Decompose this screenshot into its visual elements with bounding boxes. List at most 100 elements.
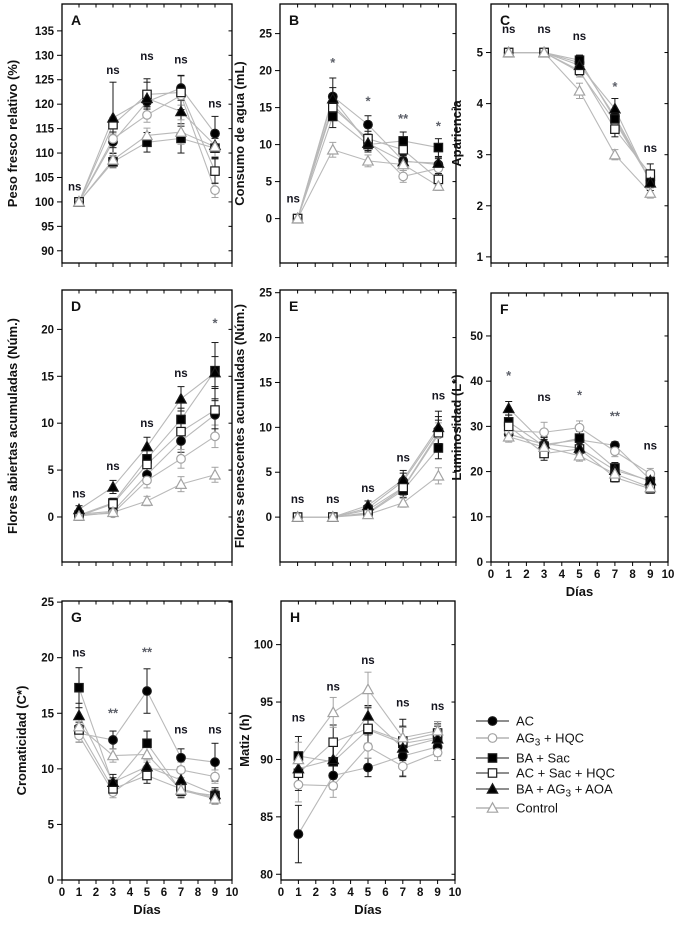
- legend-label: Control: [516, 801, 558, 816]
- significance-label: ns: [174, 724, 187, 736]
- y-tick-label: 20: [259, 66, 272, 78]
- data-point-ac-sac-hqc: [363, 723, 373, 734]
- significance-label: ns: [208, 99, 221, 111]
- data-point-control: [326, 143, 340, 155]
- data-point-control: [174, 783, 188, 795]
- data-point-control: [396, 158, 410, 170]
- significance-label: ns: [361, 655, 374, 667]
- y-tick-label: 2: [477, 201, 483, 213]
- y-tick-label: 95: [260, 697, 273, 709]
- data-point-ac-sac-hqc: [328, 102, 338, 113]
- significance-label: ns: [208, 724, 221, 736]
- data-point-control: [174, 477, 188, 489]
- x-tick-label: 7: [178, 887, 184, 899]
- y-tick-label: 5: [48, 819, 55, 831]
- data-point-ac: [108, 735, 118, 745]
- data-point-ba-sac: [398, 136, 408, 146]
- y-tick-label: 110: [35, 148, 54, 160]
- data-point-control: [291, 212, 304, 224]
- data-point-ba-ag3-aoa: [396, 741, 410, 753]
- x-tick-label: 1: [295, 887, 302, 899]
- x-tick-label: 5: [576, 569, 583, 581]
- legend-marker-ac-sac-hqc: [487, 768, 498, 778]
- data-point-control: [537, 440, 551, 452]
- data-point-ag3-hqc: [574, 422, 585, 433]
- panel-e: 0 5 10 15 20 25 Flores senescentes acumuladas …: [232, 288, 457, 566]
- y-axis-label: Apariencia: [449, 99, 464, 166]
- y-tick-label: 125: [35, 75, 55, 87]
- x-tick-label: 5: [365, 887, 372, 899]
- x-tick-label: 3: [330, 887, 336, 899]
- significance-label: ns: [573, 31, 586, 43]
- data-point-ac: [363, 762, 373, 773]
- x-tick-label: 4: [347, 887, 354, 899]
- x-axis-label: Días: [354, 902, 381, 917]
- data-point-ba-ag3-aoa: [174, 392, 188, 404]
- significance-label: ns: [502, 24, 515, 36]
- series-control: [291, 469, 445, 522]
- y-tick-label: 15: [259, 103, 272, 115]
- data-point-ba-ag3-aoa: [208, 366, 222, 378]
- data-point-ag3-hqc: [176, 765, 186, 775]
- y-tick-label: 20: [259, 333, 272, 345]
- data-point-ac-sac-hqc: [210, 405, 220, 415]
- data-point-ba-sac: [574, 433, 585, 443]
- y-tick-label: 130: [35, 50, 54, 62]
- data-point-ag3-hqc: [539, 427, 549, 438]
- significance-label: ns: [140, 51, 153, 63]
- data-point-ba-ag3-aoa: [72, 709, 86, 721]
- data-point-ac: [397, 751, 408, 761]
- data-point-ba-ag3-aoa: [361, 136, 375, 148]
- legend-marker-ba-sac: [487, 753, 498, 763]
- data-point-control: [140, 747, 154, 760]
- data-point-ba-ag3-aoa: [140, 91, 154, 104]
- data-point-control: [140, 129, 154, 141]
- data-point-ba-ag3-aoa: [432, 420, 445, 433]
- data-point-ba-ag3-aoa: [608, 102, 622, 114]
- significance-label: *: [506, 368, 512, 383]
- x-tick-label: 9: [212, 887, 218, 899]
- plot-frame: [490, 3, 669, 264]
- data-point-ac: [142, 686, 152, 696]
- y-tick-label: 20: [470, 467, 483, 479]
- data-point-ba-ag3-aoa: [396, 472, 410, 485]
- y-tick-label: 0: [48, 512, 54, 524]
- significance-label: ns: [174, 368, 187, 380]
- x-tick-label: 0: [488, 569, 494, 581]
- data-point-control: [432, 469, 445, 481]
- panel-letter: A: [71, 12, 81, 28]
- significance-label: ns: [72, 648, 85, 660]
- significance-label: ns: [68, 182, 81, 194]
- data-point-ag3-hqc: [210, 185, 220, 196]
- data-point-ba-ag3-aoa: [361, 709, 375, 721]
- data-point-ac: [210, 128, 220, 139]
- significance-label: ns: [286, 193, 299, 205]
- y-axis-label: Flores abiertas acumuladas (Núm.): [5, 318, 20, 534]
- data-point-ba-sac: [74, 682, 84, 693]
- legend-entry-control: Control: [476, 801, 558, 816]
- data-point-control: [72, 720, 86, 732]
- series-ba-ag3-aoa: [291, 420, 445, 522]
- data-point-control: [502, 430, 515, 442]
- significance-label: **: [142, 645, 153, 660]
- data-point-ba-ag3-aoa: [140, 760, 154, 772]
- significance-label: **: [398, 111, 409, 126]
- data-point-ag3-hqc: [142, 475, 152, 486]
- y-tick-label: 5: [266, 177, 273, 189]
- panel-letter: E: [289, 298, 298, 314]
- data-point-control: [644, 186, 657, 198]
- series-ba-ag3-aoa: [72, 709, 222, 800]
- data-point-control: [573, 449, 586, 461]
- legend-entry-ba-ag3-aoa: BA + AG3 + AOA: [476, 782, 613, 800]
- panel-c: 1 2 3 4 5 Apariencia Cns ns ns * ns: [449, 3, 669, 267]
- y-tick-label: 85: [260, 812, 273, 824]
- y-tick-label: 25: [259, 29, 272, 41]
- data-point-ag3-hqc: [328, 780, 339, 791]
- series-ac: [293, 741, 443, 839]
- data-point-control: [208, 468, 222, 480]
- panel-letter: H: [290, 609, 300, 625]
- legend-label: AC: [516, 714, 534, 729]
